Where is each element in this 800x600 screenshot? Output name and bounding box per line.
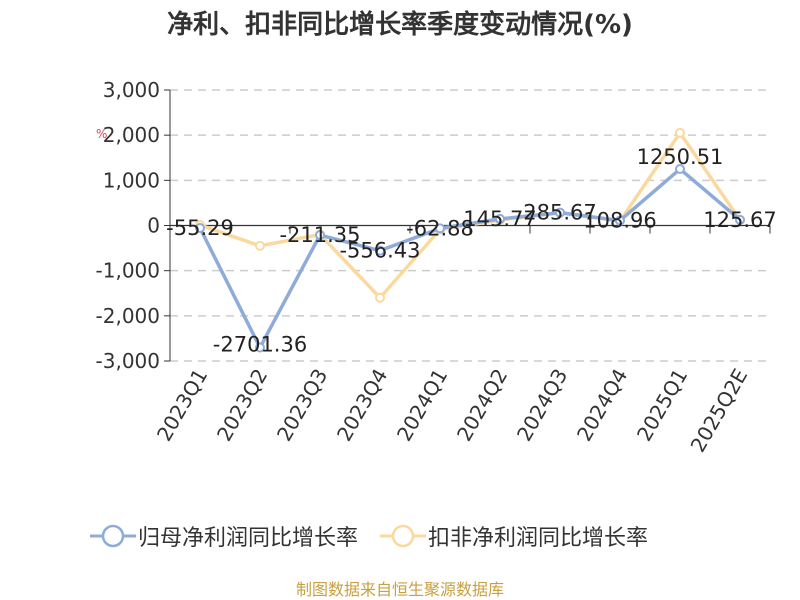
x-tick-label: 2024Q3 [512, 365, 572, 446]
x-tick-label: 2023Q4 [332, 365, 392, 446]
series-1-point[interactable] [255, 240, 265, 251]
series-0-point[interactable] [555, 207, 565, 218]
series-0-point[interactable] [435, 223, 445, 234]
line-chart: 3,000 2,000 1,000 0 -1,000 -2,000 -3,000% 2023Q… [96, 78, 777, 457]
x-tick-label: 2025Q1 [632, 365, 692, 446]
x-tick-label: 2023Q2 [212, 365, 272, 446]
series-0-point[interactable] [375, 245, 385, 256]
legend-marker-net-profit [90, 524, 136, 548]
x-tick-label: 2024Q4 [572, 365, 632, 446]
legend-marker-deducted-profit [380, 524, 427, 548]
legend-label-deducted-profit: 扣非净利润同比增长率 [428, 526, 649, 551]
series-1-point[interactable] [375, 292, 385, 303]
data-label: -2701.36 [213, 333, 307, 357]
y-tick-label: 2,000 [103, 123, 160, 147]
y-tick-label: -2,000 [96, 304, 160, 328]
data-label: -62.88 [406, 216, 474, 240]
data-source-note: 制图数据来自恒生聚源数据库 [295, 580, 504, 599]
series-line-0 [198, 167, 742, 350]
x-tick-label: 2024Q2 [452, 365, 512, 446]
y-tick-label: 1,000 [103, 168, 160, 192]
series-1-point[interactable] [675, 127, 685, 138]
y-tick-label: -3,000 [96, 349, 160, 373]
data-label: 125.67 [703, 208, 776, 232]
data-label: 108.96 [583, 209, 656, 233]
series-0-point[interactable] [735, 214, 745, 225]
chart-title: 净利、扣非同比增长率季度变动情况(%) [167, 10, 633, 40]
x-tick-label: 2024Q1 [392, 365, 452, 446]
series-0-point[interactable] [495, 213, 505, 224]
legend-label-net-profit: 归母净利润同比增长率 [138, 526, 359, 551]
legend: 归母净利润同比增长率 扣非净利润同比增长率 [88, 518, 668, 554]
series-0-point[interactable] [195, 222, 205, 233]
unit-mark: % [96, 127, 107, 141]
x-tick-label: 2025Q2E [686, 365, 753, 457]
data-label: 1250.51 [637, 145, 724, 169]
data-label: 285.67 [523, 201, 596, 225]
data-label: -556.43 [339, 239, 420, 263]
series-0-point[interactable] [615, 215, 625, 226]
data-label: -55.29 [166, 216, 234, 240]
data-label: 145.77 [463, 207, 536, 231]
series-0-point[interactable] [315, 230, 325, 241]
series-0-point[interactable] [255, 342, 265, 353]
legend-item-net-profit[interactable]: 归母净利润同比增长率 [88, 518, 358, 554]
x-tick-label: 2023Q3 [272, 365, 332, 446]
legend-item-deducted-profit[interactable]: 扣非净利润同比增长率 [378, 518, 648, 554]
y-tick-label: 0 [147, 214, 160, 238]
data-label: -211.35 [279, 223, 360, 247]
y-tick-label: 3,000 [103, 78, 160, 102]
x-tick-label: 2023Q1 [152, 365, 212, 446]
series-0-point[interactable] [675, 164, 685, 175]
y-tick-label: -1,000 [96, 259, 160, 283]
